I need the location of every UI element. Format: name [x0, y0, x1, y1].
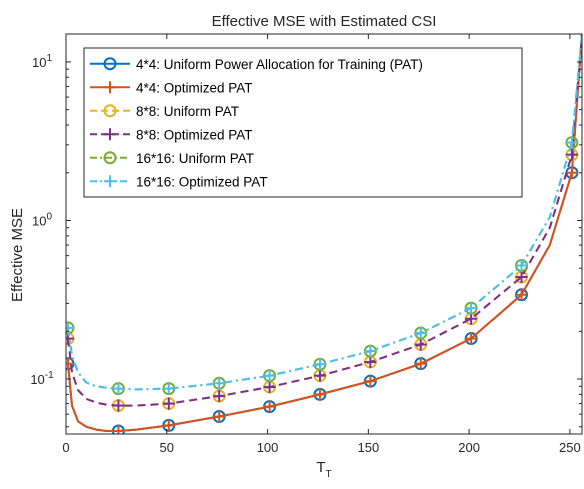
- series-3-marker-1: [112, 399, 125, 412]
- chart-title: Effective MSE with Estimated CSI: [212, 13, 437, 30]
- x-tick-label-4: 200: [458, 440, 480, 455]
- x-axis-label-main: T: [316, 459, 325, 476]
- series-3-marker-9: [515, 270, 528, 283]
- series-5-marker-7: [414, 327, 427, 340]
- series-1-marker-6: [364, 375, 377, 388]
- y-tick-label-base-2: 10: [32, 55, 46, 70]
- series-1-marker-4: [263, 400, 276, 413]
- series-5: [66, 34, 582, 395]
- legend-label-0: 4*4: Uniform Power Allocation for Traini…: [136, 57, 423, 72]
- series-3-marker-8: [465, 312, 478, 325]
- series-1: [66, 34, 582, 434]
- series-1-marker-3: [213, 410, 226, 423]
- series-5-marker-5: [313, 358, 326, 371]
- series-5-marker-1: [112, 382, 125, 395]
- series-3-marker-10: [565, 148, 578, 161]
- series-1-marker-10: [565, 166, 578, 179]
- series-3-marker-4: [263, 381, 276, 394]
- series-1-marker-2: [162, 419, 175, 432]
- x-axis-label-sub: T: [326, 469, 332, 480]
- series-1-marker-5: [313, 388, 326, 401]
- legend-marker-3: [104, 128, 116, 141]
- series-5-marker-8: [465, 302, 478, 315]
- legend-marker-0: [103, 57, 117, 71]
- y-tick-label-2: 101: [32, 53, 52, 70]
- legend-label-1: 4*4: Optimized PAT: [136, 80, 253, 95]
- x-tick-label-2: 100: [257, 440, 279, 455]
- series-1-marker-1: [112, 425, 125, 434]
- series-3-marker-6: [364, 356, 377, 369]
- series-3-marker-7: [414, 338, 427, 351]
- legend-marker-2: [103, 104, 117, 118]
- series-layer: [66, 34, 582, 434]
- y-tick-label-exp-1: 0: [46, 211, 52, 222]
- y-tick-label-1: 100: [32, 211, 52, 228]
- series-5-marker-9: [515, 259, 528, 272]
- legend-label-2: 8*8: Uniform PAT: [136, 104, 239, 119]
- series-5-marker-2: [162, 382, 175, 395]
- legend-label-5: 16*16: Optimized PAT: [136, 174, 268, 189]
- series-5-marker-10: [565, 136, 578, 149]
- series-5-marker-6: [364, 345, 377, 358]
- legend: 4*4: Uniform Power Allocation for Traini…: [83, 47, 523, 198]
- legend-marker-1: [104, 81, 116, 94]
- legend-label-4: 16*16: Uniform PAT: [136, 151, 254, 166]
- y-axis-label: Effective MSE: [9, 208, 26, 302]
- x-tick-label-3: 150: [357, 440, 379, 455]
- y-tick-label-exp-2: 1: [46, 53, 52, 64]
- axes-box: [65, 33, 583, 435]
- series-1-marker-0: [66, 357, 75, 370]
- series-1-marker-8: [465, 332, 478, 345]
- series-5-marker-0: [66, 321, 75, 334]
- y-tick-label-base-1: 10: [32, 213, 46, 228]
- legend-marker-5: [104, 175, 116, 188]
- y-tick-label-0: 10-1: [30, 370, 54, 387]
- series-3-marker-5: [313, 369, 326, 382]
- series-3-marker-2: [162, 397, 175, 410]
- series-5-marker-3: [213, 377, 226, 390]
- y-tick-label-base-0: 10: [30, 372, 44, 387]
- series-5-marker-4: [263, 369, 276, 382]
- x-tick-label-0: 0: [62, 440, 69, 455]
- y-tick-label-exp-0: -1: [45, 370, 54, 381]
- series-1-marker-9: [515, 288, 528, 301]
- legend-marker-4: [103, 151, 117, 165]
- x-axis-label: TT: [316, 459, 331, 480]
- legend-label-3: 8*8: Optimized PAT: [136, 127, 253, 142]
- series-3-marker-3: [213, 390, 226, 403]
- x-tick-label-1: 50: [160, 440, 174, 455]
- series-1-marker-7: [414, 357, 427, 370]
- x-tick-label-5: 250: [559, 440, 581, 455]
- legend-box: [83, 47, 523, 198]
